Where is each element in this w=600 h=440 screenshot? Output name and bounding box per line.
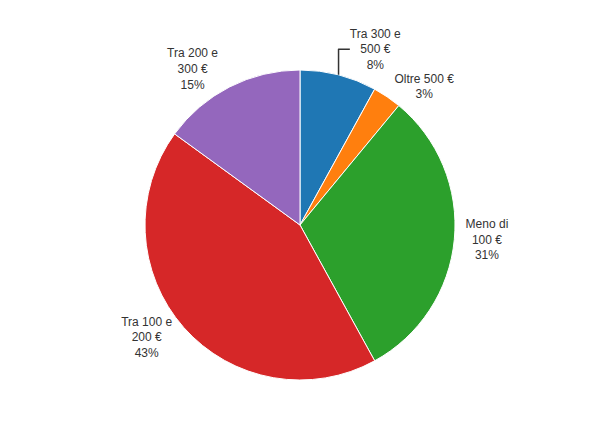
svg-text:Meno di100 €31%: Meno di100 €31% — [466, 217, 509, 262]
svg-text:Tra 200 e300 €15%: Tra 200 e300 €15% — [167, 46, 218, 91]
svg-text:Oltre 500 €3%: Oltre 500 €3% — [395, 72, 455, 102]
svg-text:Tra 100 e200 €43%: Tra 100 e200 €43% — [121, 315, 172, 360]
svg-text:Tra 300 e500 €8%: Tra 300 e500 €8% — [350, 27, 401, 72]
